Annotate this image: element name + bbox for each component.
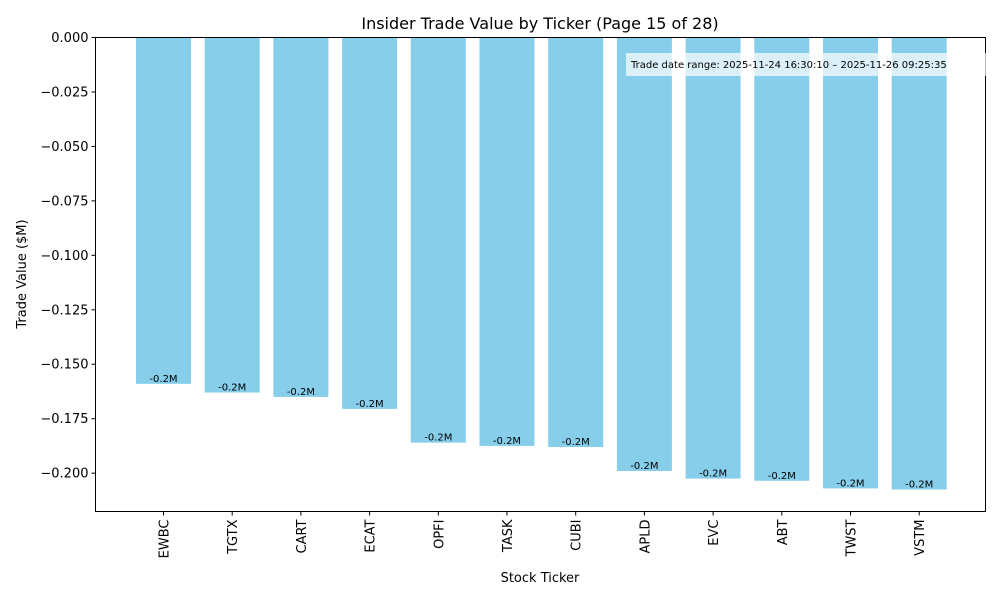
y-axis-label: Trade Value ($M)	[15, 219, 30, 329]
x-tick-label-evc: EVC	[707, 520, 722, 546]
bar-cart	[273, 37, 329, 397]
annotation-text: Trade date range: 2025-11-24 16:30:10 – …	[630, 60, 947, 71]
x-axis-label: Stock Ticker	[501, 571, 580, 586]
data-label-opfi: -0.2M	[424, 433, 452, 444]
date-range-annotation: Trade date range: 2025-11-24 16:30:10 – …	[626, 53, 986, 76]
y-tick-label: −0.025	[40, 85, 88, 100]
x-tick-label-twst: TWST	[845, 519, 860, 557]
y-tick-label: 0.000	[51, 31, 88, 46]
bar-evc	[685, 37, 741, 479]
data-label-ewbc: -0.2M	[149, 374, 177, 385]
bar-tgtx	[204, 37, 260, 393]
y-tick-label: −0.125	[40, 303, 88, 318]
chart-title: Insider Trade Value by Ticker (Page 15 o…	[361, 14, 718, 33]
x-tick-label-ewbc: EWBC	[158, 520, 173, 559]
x-tick-label-tgtx: TGTX	[226, 519, 241, 554]
bar-vstm	[891, 37, 947, 490]
annotation-box	[626, 53, 986, 76]
bar-opfi	[410, 37, 466, 443]
x-tick-label-cubi: CUBI	[570, 520, 585, 551]
x-tick-label-cart: CART	[295, 519, 310, 553]
bars-group	[136, 37, 947, 490]
bar-twst	[823, 37, 878, 489]
data-label-apld: -0.2M	[630, 461, 658, 472]
x-tick-label-apld: APLD	[638, 520, 653, 554]
data-label-ecat: -0.2M	[356, 399, 384, 410]
data-label-twst: -0.2M	[836, 478, 864, 489]
data-label-vstm: -0.2M	[905, 479, 933, 490]
data-label-task: -0.2M	[493, 436, 521, 447]
bar-ecat	[342, 37, 398, 409]
bar-abt	[754, 37, 810, 481]
data-label-tgtx: -0.2M	[218, 383, 246, 394]
data-label-abt: -0.2M	[768, 471, 796, 482]
x-tick-label-vstm: VSTM	[913, 520, 928, 556]
data-label-cubi: -0.2M	[562, 437, 590, 448]
data-label-cart: -0.2M	[287, 387, 315, 398]
x-axis: EWBC TGTX CART ECAT OPFI TASK CUBI APLD EVC ABT TW…	[158, 511, 928, 559]
data-labels-group: -0.2M -0.2M -0.2M -0.2M -0.2M -0.2M -0.2M -0.2M…	[149, 374, 933, 491]
plot-frame	[95, 37, 986, 512]
bar-task	[479, 37, 535, 446]
x-tick-label-ecat: ECAT	[364, 519, 379, 552]
bar-cubi	[548, 37, 604, 448]
y-tick-label: −0.175	[40, 412, 88, 427]
bar-ewbc	[136, 37, 191, 384]
y-tick-label: −0.150	[40, 358, 88, 373]
y-tick-label: −0.200	[40, 467, 88, 482]
bar-apld	[616, 37, 672, 471]
data-label-evc: -0.2M	[699, 469, 727, 480]
y-tick-label: −0.050	[40, 140, 88, 155]
y-tick-label: −0.100	[40, 249, 88, 264]
y-axis: 0.000 −0.025 −0.050 −0.075 −0.100 −0.125 −0.15…	[40, 31, 96, 482]
x-tick-label-task: TASK	[501, 519, 516, 553]
y-tick-label: −0.075	[40, 194, 88, 209]
x-tick-label-abt: ABT	[776, 519, 791, 545]
x-tick-label-opfi: OPFI	[432, 520, 447, 549]
